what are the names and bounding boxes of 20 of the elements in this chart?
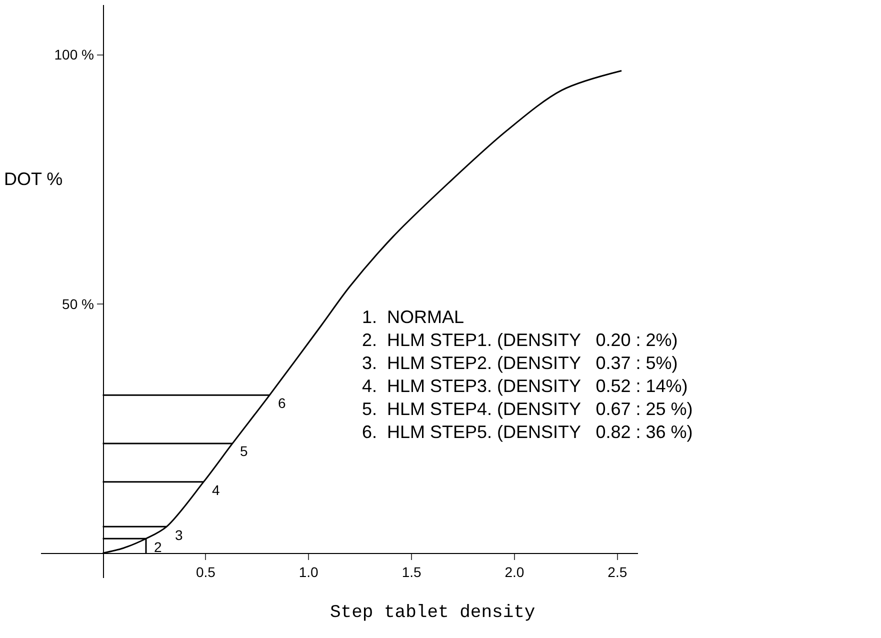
x-tick-label: 2.5 bbox=[608, 564, 628, 580]
x-tick-label: 1.5 bbox=[402, 564, 422, 580]
annotation: 6. HLM STEP5. (DENSITY 0.82 : 36 %) bbox=[362, 422, 693, 442]
annotation: 6 bbox=[278, 395, 286, 411]
annotation: 1. NORMAL bbox=[362, 307, 464, 327]
y-tick-label: 100 % bbox=[54, 46, 94, 63]
x-tick-label: 2.0 bbox=[504, 564, 524, 580]
annotation: 3 bbox=[175, 527, 183, 543]
annotation: 5. HLM STEP4. (DENSITY 0.67 : 25 %) bbox=[362, 399, 693, 419]
annotation: 5 bbox=[240, 443, 248, 459]
annotation: 4. HLM STEP3. (DENSITY 0.52 : 14%) bbox=[362, 376, 688, 396]
y-axis-title: DOT % bbox=[4, 169, 63, 189]
x-tick-label: 0.5 bbox=[196, 564, 216, 580]
y-tick-label: 50 % bbox=[62, 296, 94, 312]
annotation: 3. HLM STEP2. (DENSITY 0.37 : 5%) bbox=[362, 353, 678, 373]
x-tick-label: 1.0 bbox=[298, 564, 319, 580]
annotation: 2 bbox=[154, 539, 162, 555]
x-axis-title: Step tablet density bbox=[330, 603, 536, 623]
annotation: 4 bbox=[212, 482, 220, 498]
annotation: 2. HLM STEP1. (DENSITY 0.20 : 2%) bbox=[362, 330, 678, 350]
